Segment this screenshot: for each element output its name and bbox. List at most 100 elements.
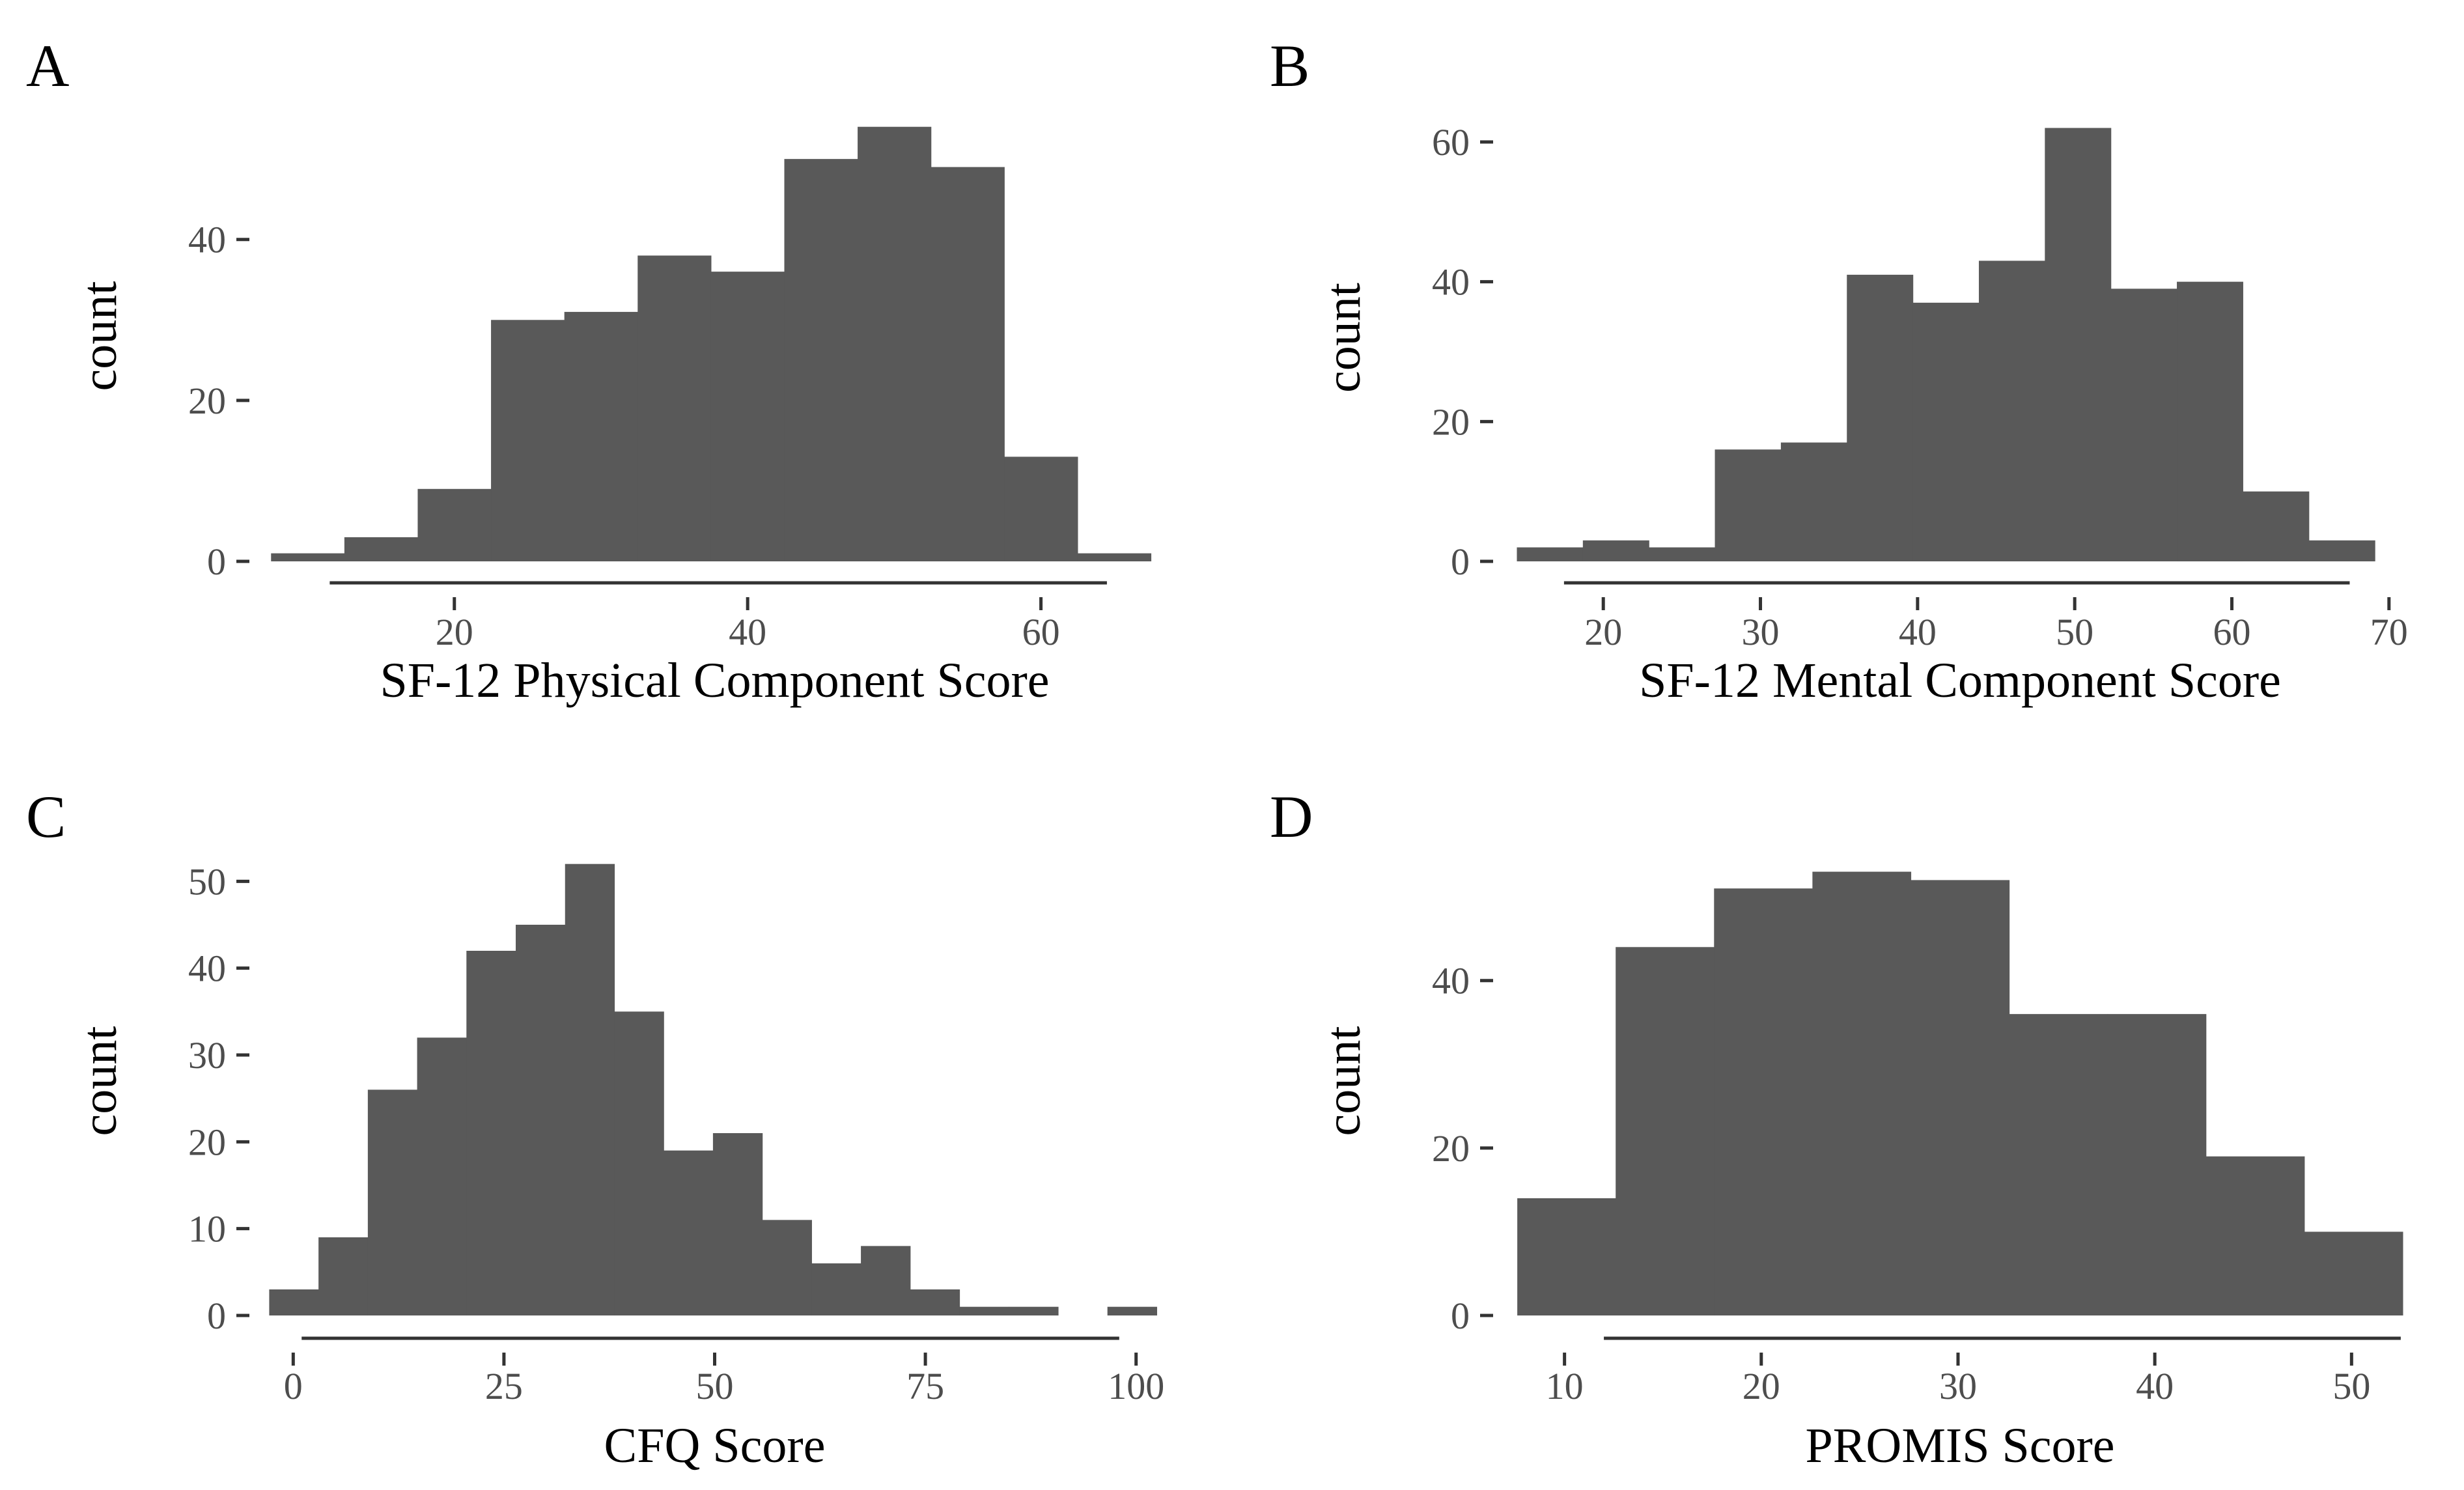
- y-tick-label: 30: [188, 1034, 226, 1076]
- x-tick-label: 70: [2370, 611, 2408, 653]
- y-tick-label: 40: [1432, 960, 1470, 1002]
- x-tick-label: 100: [1108, 1365, 1164, 1407]
- y-axis-title: count: [1316, 1026, 1371, 1136]
- x-axis-title: SF-12 Physical Component Score: [380, 653, 1049, 708]
- y-tick-label: 10: [188, 1208, 226, 1250]
- histogram-bar: [271, 553, 345, 561]
- y-tick-label: 40: [188, 948, 226, 990]
- histogram-bar: [1616, 947, 1715, 1315]
- y-tick-label: 0: [207, 1295, 226, 1337]
- histogram-bar: [2308, 540, 2375, 561]
- histogram-bar: [318, 1237, 369, 1315]
- y-tick-label: 0: [1451, 541, 1470, 583]
- x-tick-label: 10: [1546, 1365, 1584, 1407]
- x-tick-label: 20: [1584, 611, 1622, 653]
- histogram-bar: [1715, 449, 1782, 561]
- histogram-bar: [2205, 1156, 2305, 1315]
- histogram-bar: [1911, 880, 2010, 1315]
- histogram-bar: [614, 1011, 664, 1315]
- y-tick-label: 0: [1451, 1295, 1470, 1337]
- histogram-bar: [762, 1220, 812, 1315]
- histogram-bar: [1582, 540, 1649, 561]
- x-axis-title: SF-12 Mental Component Score: [1639, 653, 2281, 708]
- histogram-bar: [565, 864, 615, 1315]
- panel-label: A: [26, 33, 69, 99]
- x-tick-label: 40: [729, 611, 766, 653]
- x-axis-title: PROMIS Score: [1805, 1418, 2114, 1473]
- x-tick-label: 75: [906, 1365, 944, 1407]
- panel-b: B 0 20 40 60 20 30 40 50 60 70 SF-12 Mental Compone…: [1270, 33, 2408, 708]
- histogram-bar: [516, 925, 566, 1315]
- x-tick-label: 60: [2213, 611, 2250, 653]
- histogram-bar: [367, 1089, 418, 1315]
- histogram-bar: [1714, 888, 1813, 1315]
- y-axis-title: count: [72, 281, 127, 391]
- x-tick-label: 50: [2332, 1365, 2370, 1407]
- histogram-bar: [811, 1263, 861, 1315]
- histogram-bar: [1107, 1306, 1158, 1315]
- histogram-bar: [491, 320, 565, 561]
- y-tick-label: 40: [188, 219, 226, 261]
- y-tick-label: 40: [1432, 261, 1470, 303]
- histogram-bar: [2110, 288, 2177, 561]
- histogram-bar: [417, 488, 492, 561]
- histogram-bar: [784, 159, 858, 561]
- y-tick-label: 20: [1432, 1127, 1470, 1170]
- histogram-bar: [2304, 1231, 2403, 1315]
- x-tick-label: 30: [1742, 611, 1780, 653]
- x-tick-label: 30: [1939, 1365, 1977, 1407]
- y-tick-label: 20: [188, 380, 226, 422]
- histogram-bar: [466, 951, 516, 1315]
- panel-label: D: [1270, 783, 1313, 850]
- histogram-bar: [710, 272, 785, 561]
- x-tick-label: 50: [696, 1365, 734, 1407]
- histogram-bar: [1004, 457, 1078, 561]
- histogram-bar: [1912, 302, 1980, 561]
- histogram-bar: [2045, 128, 2112, 562]
- y-tick-label: 20: [188, 1121, 226, 1163]
- histogram-bar: [959, 1306, 1009, 1315]
- histogram-bar: [1780, 442, 1847, 561]
- x-tick-label: 60: [1022, 611, 1060, 653]
- histogram-bar: [1077, 553, 1152, 561]
- y-tick-label: 0: [207, 541, 226, 583]
- x-tick-label: 0: [284, 1365, 303, 1407]
- histogram-bar: [269, 1289, 319, 1315]
- histogram-bar: [931, 167, 1005, 561]
- panel-label: C: [26, 783, 66, 850]
- histogram-bar: [1978, 260, 2045, 561]
- histogram-bar: [1517, 547, 1584, 561]
- histogram-bar: [344, 537, 419, 561]
- x-tick-label: 20: [1743, 1365, 1780, 1407]
- panel-label: B: [1270, 33, 1309, 99]
- histogram-bar: [564, 311, 638, 561]
- histogram-bar: [2243, 491, 2310, 561]
- x-tick-label: 20: [436, 611, 473, 653]
- histogram-bar: [1847, 274, 1914, 561]
- histogram-bar: [2107, 1014, 2207, 1315]
- histogram-bar: [417, 1037, 467, 1315]
- histogram-bar: [1812, 871, 1912, 1315]
- histogram-bar: [858, 126, 932, 561]
- y-axis-title: count: [1316, 283, 1371, 393]
- x-tick-label: 50: [2056, 611, 2093, 653]
- histogram-bar: [2177, 281, 2243, 562]
- histogram-bar: [637, 255, 712, 561]
- histogram-bar: [2009, 1014, 2108, 1315]
- histogram-bar: [1649, 547, 1716, 561]
- x-tick-label: 40: [1899, 611, 1937, 653]
- x-tick-label: 40: [2136, 1365, 2174, 1407]
- y-axis-title: count: [72, 1026, 127, 1136]
- x-axis-title: CFQ Score: [604, 1418, 826, 1473]
- y-tick-label: 20: [1432, 401, 1470, 443]
- panel-c: C 0 10 20 30 40 50 0 25 50 75 100 CFQ Score count: [26, 783, 1164, 1473]
- histogram-bar: [664, 1150, 714, 1315]
- histogram-bar: [910, 1289, 960, 1315]
- panel-d: D 0 20 40 10 20 30 40 50 PROMIS Score count: [1270, 783, 2403, 1473]
- histogram-bar: [1009, 1306, 1059, 1315]
- y-tick-label: 60: [1432, 121, 1470, 163]
- histogram-bar: [861, 1246, 911, 1315]
